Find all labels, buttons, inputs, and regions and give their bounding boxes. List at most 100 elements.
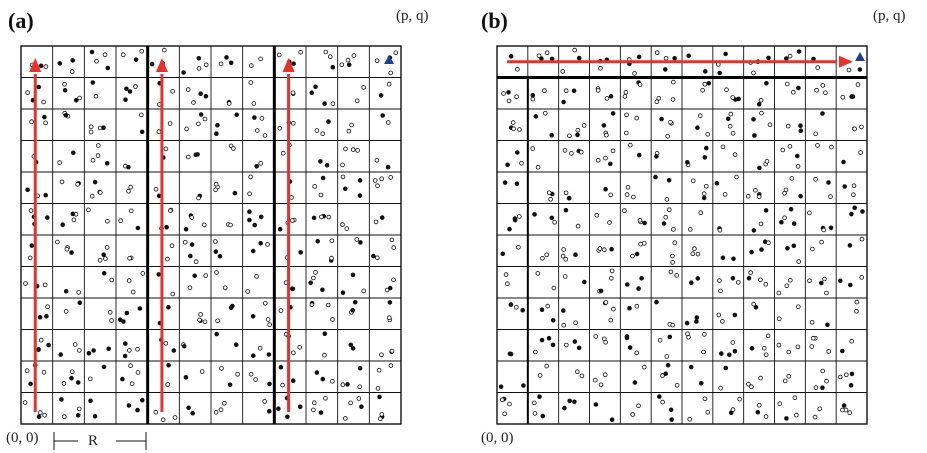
panel-b-grid-point-filled [736, 96, 741, 102]
panel-b-grid-point-filled [642, 220, 647, 226]
panel-a-grid-point-filled [234, 112, 240, 118]
panel-b-grid-point-hollow [510, 120, 516, 125]
panel-b-grid-point-filled [751, 117, 756, 122]
panel-b-grid-point-hollow [535, 271, 541, 276]
panel-a-grid-point-hollow [23, 281, 28, 286]
panel-b-grid-point-hollow [849, 338, 854, 344]
panel-a-grid-point-hollow [153, 187, 159, 192]
panel-a-grid-point-hollow [354, 237, 360, 242]
panel-a-grid-point-filled [126, 403, 132, 408]
panel-b-grid-point-filled [783, 56, 789, 61]
panel-a-grid-point-filled [126, 164, 131, 170]
panel-b-grid-point-filled [573, 252, 578, 258]
panel-a-grid-point-filled [193, 152, 199, 158]
panel-a-grid-point-hollow [319, 214, 324, 220]
panel-b-grid-point-hollow [782, 378, 788, 384]
panel-a-grid-point-filled [192, 273, 198, 279]
panel-a-grid-point-filled [350, 307, 356, 313]
panel-b-grid-point-filled [688, 280, 694, 286]
panel-b-grid-point-filled [539, 307, 545, 313]
panel-a-grid-point-hollow [88, 376, 93, 382]
panel-b-grid-point-filled [624, 334, 630, 339]
panel-b-grid-point-hollow [812, 414, 818, 420]
panel-a-grid-point-hollow [385, 120, 391, 125]
panel-a-arrowhead [29, 58, 42, 72]
panel-a-grid-point-filled [69, 375, 74, 381]
panel-b-grid-point-hollow [766, 240, 771, 246]
panel-b-grid-point-hollow [852, 126, 857, 132]
panel-b-grid-point-hollow [664, 197, 670, 202]
panel-b-grid-point-filled [502, 180, 508, 185]
panel-b-grid-point-hollow [690, 178, 696, 184]
panel-a-grid-point-hollow [153, 409, 159, 415]
panel-b-grid-point-hollow [563, 256, 568, 262]
panel-a-grid-point-filled [62, 88, 68, 93]
panel-a-grid-point-hollow [165, 382, 171, 387]
panel-b-grid-point-hollow [627, 142, 633, 148]
panel-b-grid-point-filled [539, 337, 545, 343]
panel-a-grid-point-hollow [330, 378, 335, 384]
panel-b-grid-point-filled [562, 405, 567, 411]
panel-b-grid-point-hollow [705, 409, 711, 415]
panel-a-grid-point-filled [320, 376, 326, 382]
panel-b-grid-point-hollow [763, 281, 769, 287]
panel-a-grid-point-filled [73, 98, 79, 103]
panel-a-grid-point-hollow [298, 49, 303, 55]
panel-a-grid-point-filled [214, 131, 219, 137]
panel-a-grid-point-hollow [71, 217, 77, 223]
panel-b-grid-point-hollow [592, 377, 598, 383]
panel-a-grid-point-hollow [386, 81, 392, 87]
panel-b-grid-point-hollow [545, 303, 550, 309]
panel-a-grid-point-hollow [373, 219, 379, 225]
panel-b-grid-point-hollow [759, 110, 764, 116]
panel-a-grid-point-filled [28, 381, 33, 387]
panel-b-grid-point-hollow [784, 81, 790, 87]
panel-b-grid-point-hollow [607, 220, 612, 225]
panel-a-grid-point-filled [247, 209, 252, 215]
panel-b-grid-point-filled [514, 150, 520, 155]
panel-b-grid-point-hollow [786, 373, 792, 379]
panel-a-grid-point-filled [70, 211, 76, 217]
panel-a-grid-point-hollow [96, 143, 101, 148]
panel-a-grid-point-hollow [289, 195, 294, 200]
panel-a-grid-point-filled [350, 272, 356, 278]
panel-b-grid-point-hollow [685, 331, 690, 337]
panel-b-grid-point-hollow [730, 407, 736, 412]
panel-a-grid-point-hollow [129, 208, 134, 214]
panel-b-grid-point-hollow [535, 164, 541, 170]
panel-a-grid-point-hollow [340, 382, 346, 388]
panel-a-grid-point-hollow [329, 255, 334, 261]
panel-a-grid-point-hollow [350, 147, 356, 152]
panel-b-grid-point-filled [663, 371, 668, 377]
panel-a-grid-point-hollow [391, 245, 397, 250]
panel-a-grid-point-filled [124, 310, 130, 316]
panel-b-grid-point-filled [560, 308, 566, 313]
panel-b-grid-point-hollow [751, 301, 756, 307]
panel-a-grid-point-hollow [311, 407, 316, 413]
panel-b-grid-point-hollow [828, 194, 833, 199]
panel-a-grid-point-hollow [41, 369, 47, 375]
panel-b-grid-point-filled [607, 161, 613, 167]
panel-a-grid-point-hollow [375, 386, 381, 391]
panel-a-grid-point-hollow [109, 277, 115, 283]
panel-b-grid-point-filled [610, 111, 616, 116]
panel-b-grid-point-hollow [637, 217, 643, 223]
panel-a-grid-point-hollow [191, 100, 196, 105]
panel-b-grid-point-hollow [846, 67, 852, 73]
panel-a-grid-point-hollow [118, 218, 123, 224]
panel-b-grid-point-hollow [859, 275, 864, 280]
panel-b-grid-point-hollow [507, 401, 512, 407]
panel-a-grid-point-filled [91, 348, 96, 353]
panel-a-arrowhead [155, 58, 168, 72]
panel-b-grid-point-hollow [608, 317, 614, 323]
panel-a-grid-point-hollow [213, 187, 218, 193]
panel-a-grid-point-filled [258, 214, 264, 220]
panel-a-grid-point-hollow [248, 80, 254, 85]
panel-a-grid-point-filled [70, 58, 75, 63]
panel-a-grid-point-hollow [309, 302, 315, 308]
panel-a-grid-point-hollow [198, 312, 203, 317]
panel-a-grid-point-filled [77, 300, 83, 306]
panel-a-grid-point-hollow [203, 62, 209, 68]
panel-b-grid-point-filled [849, 371, 855, 377]
panel-b-grid-point-hollow [813, 177, 818, 182]
